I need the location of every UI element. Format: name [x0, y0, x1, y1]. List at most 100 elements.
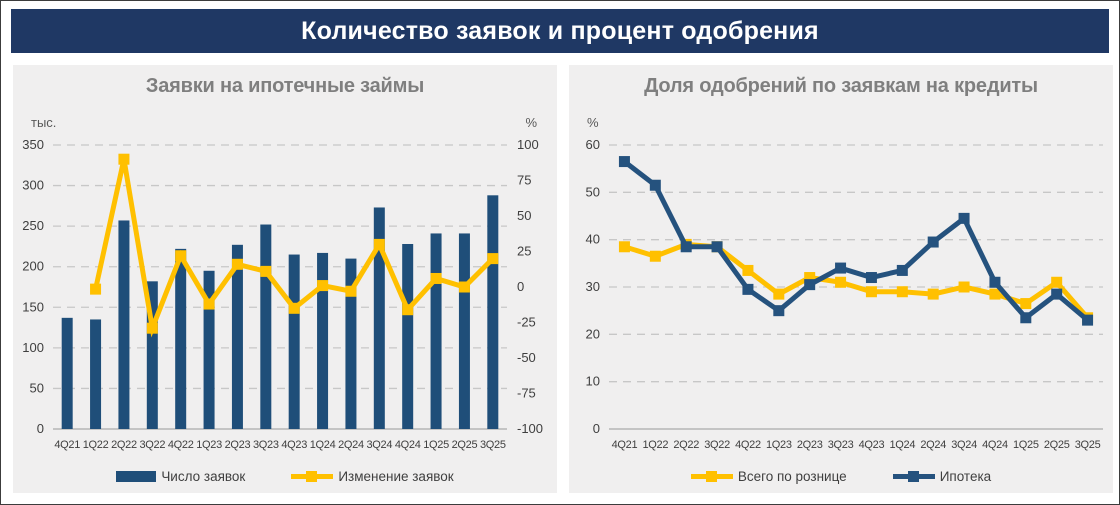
approvals-chart-panel: Доля одобрений по заявкам на кредиты % 0…	[569, 65, 1113, 493]
x-axis-tick-label: 2Q24	[920, 439, 946, 451]
x-axis-tick-label: 3Q25	[480, 439, 506, 451]
x-axis-tick-label: 2Q25	[1044, 439, 1070, 451]
line-series-swatch	[690, 470, 733, 482]
legend-label: Число заявок	[161, 469, 246, 484]
line-marker	[618, 156, 630, 168]
y-axis-tick-label: 50	[586, 184, 600, 199]
x-axis-tick-label: 3Q22	[704, 439, 730, 451]
bar	[146, 281, 158, 429]
line-marker	[649, 250, 661, 262]
right-axis-tick-label: 75	[517, 173, 531, 188]
x-axis-tick-label: 1Q23	[196, 439, 222, 451]
right-axis-tick-label: -50	[517, 350, 536, 365]
legend-item-mortgage: Ипотека	[892, 469, 992, 484]
x-axis-tick-label: 2Q22	[673, 439, 699, 451]
line-marker	[118, 153, 130, 165]
line-marker	[989, 276, 1001, 288]
line-marker	[1051, 276, 1063, 288]
x-axis-tick-label: 4Q21	[54, 439, 80, 451]
y-axis-tick-label: 0	[593, 421, 600, 436]
line-marker	[487, 253, 499, 265]
line-marker	[865, 286, 877, 298]
line-marker	[1020, 312, 1032, 324]
approvals-chart-title: Доля одобрений по заявкам на кредиты	[644, 75, 1038, 97]
line-marker	[804, 272, 816, 284]
x-axis-tick-label: 1Q24	[310, 439, 336, 451]
bar	[487, 195, 499, 429]
applications-chart-title: Заявки на ипотечные займы	[145, 75, 425, 97]
bar	[203, 270, 215, 429]
line-marker	[203, 298, 215, 310]
line-marker	[742, 264, 754, 276]
applications-chart-panel: Заявки на ипотечные займы тыс. % 0 50 100 1…	[13, 65, 557, 493]
y-axis-tick-label: 0	[37, 421, 44, 436]
approvals-chart-legend: Всего по рознице Ипотека	[569, 469, 1113, 484]
x-axis-tick-label: 1Q22	[83, 439, 109, 451]
x-axis-tick-label: 1Q22	[642, 439, 668, 451]
x-axis-tick-label: 4Q24	[395, 439, 421, 451]
bar	[402, 243, 414, 429]
line-marker	[288, 302, 300, 314]
bar	[288, 254, 300, 429]
approvals-chart: 0 10 20 30 40 50 60 4Q21 1Q22 2Q22 3Q22 4Q22 1Q23 2Q2…	[586, 137, 1103, 451]
right-axis-tick-label: 25	[517, 244, 531, 259]
bar	[118, 220, 130, 429]
line-marker	[373, 238, 385, 250]
y-axis-tick-label: 10	[586, 374, 600, 389]
marker-swatch	[705, 470, 717, 482]
y-axis-tick-label: 50	[30, 380, 44, 395]
line-marker	[742, 283, 754, 295]
legend-label: Ипотека	[939, 469, 992, 484]
bar	[260, 224, 272, 429]
x-axis-tick-label: 2Q23	[225, 439, 251, 451]
x-axis-tick-label: 4Q23	[859, 439, 885, 451]
y-axis-tick-label: 30	[586, 279, 600, 294]
y-axis-tick-label: 150	[22, 299, 44, 314]
x-axis-tick-label: 2Q24	[338, 439, 364, 451]
line-marker	[927, 236, 939, 248]
bar	[61, 317, 73, 429]
x-axis-tick-label: 4Q23	[281, 439, 307, 451]
x-axis-tick-label: 2Q25	[452, 439, 478, 451]
y-axis-tick-label: 250	[22, 218, 44, 233]
bar	[430, 233, 442, 429]
bar	[317, 252, 329, 429]
right-axis-tick-label: -100	[517, 421, 543, 436]
x-axis-tick-label: 3Q23	[828, 439, 854, 451]
bar	[175, 248, 187, 429]
line-marker	[773, 305, 785, 317]
x-axis-tick-label: 3Q22	[139, 439, 165, 451]
y-axis-tick-label: 60	[586, 137, 600, 152]
line-marker	[680, 241, 692, 253]
y-axis-tick-label: 40	[586, 232, 600, 247]
line-marker	[927, 288, 939, 300]
line-marker	[989, 288, 1001, 300]
line-marker	[958, 281, 970, 293]
line-marker	[345, 285, 357, 297]
y-axis-tick-label: 350	[22, 137, 44, 152]
bar	[90, 319, 102, 429]
bar	[373, 207, 385, 429]
x-axis-tick-label: 1Q25	[423, 439, 449, 451]
legend-label: Всего по рознице	[737, 469, 847, 484]
line-marker	[711, 241, 723, 253]
x-axis-tick-label: 3Q24	[366, 439, 392, 451]
right-axis-tick-label: 100	[517, 137, 539, 152]
line-series	[622, 159, 1090, 323]
line-marker	[835, 276, 847, 288]
bar	[345, 258, 357, 429]
x-axis-tick-label: 3Q24	[951, 439, 977, 451]
line-marker	[146, 322, 158, 334]
line-marker	[896, 286, 908, 298]
line-marker	[317, 280, 329, 292]
header-banner: Количество заявок и процент одобрения	[11, 9, 1109, 53]
page-title: Количество заявок и процент одобрения	[301, 16, 819, 45]
y-axis-tick-label: 300	[22, 178, 44, 193]
legend-item-applications-count: Число заявок	[116, 469, 245, 484]
x-axis-tick-label: 1Q23	[766, 439, 792, 451]
applications-chart-legend: Число заявок Изменение заявок	[13, 469, 557, 484]
y-axis-tick-label: 20	[586, 326, 600, 341]
bar	[231, 244, 243, 429]
